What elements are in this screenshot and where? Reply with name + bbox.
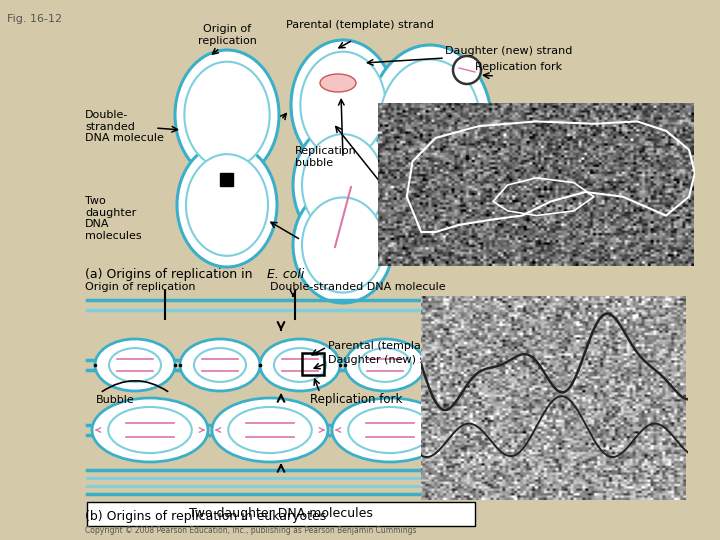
Text: Replication
bubble: Replication bubble: [295, 146, 356, 167]
Ellipse shape: [260, 339, 340, 391]
Ellipse shape: [293, 187, 393, 303]
Text: Parental (template) strand: Parental (template) strand: [286, 20, 434, 30]
Ellipse shape: [186, 154, 268, 256]
Ellipse shape: [300, 52, 386, 158]
Text: Two
daughter
DNA
molecules: Two daughter DNA molecules: [85, 196, 142, 241]
Ellipse shape: [92, 398, 208, 462]
Bar: [220, 173, 233, 186]
Ellipse shape: [302, 134, 384, 236]
Text: Daughter (new) strand: Daughter (new) strand: [328, 355, 455, 365]
Text: Two daughter DNA molecules: Two daughter DNA molecules: [189, 508, 373, 521]
Ellipse shape: [302, 198, 384, 293]
FancyArrowPatch shape: [102, 381, 168, 392]
Text: Double-stranded DNA molecule: Double-stranded DNA molecule: [270, 282, 446, 292]
Ellipse shape: [175, 50, 279, 180]
Text: Origin of
replication: Origin of replication: [197, 24, 256, 45]
Ellipse shape: [320, 74, 356, 92]
Text: Parental (template) strand: Parental (template) strand: [328, 341, 476, 351]
Bar: [87, 502, 475, 526]
Text: E. coli: E. coli: [267, 268, 305, 281]
Ellipse shape: [228, 407, 312, 453]
Text: Replication fork: Replication fork: [475, 62, 562, 72]
Text: (b) Origins of replication in eukaryotes: (b) Origins of replication in eukaryotes: [85, 510, 326, 523]
Ellipse shape: [194, 348, 246, 382]
Ellipse shape: [109, 348, 161, 382]
Text: 0.5 μm: 0.5 μm: [585, 142, 628, 152]
Ellipse shape: [108, 407, 192, 453]
Ellipse shape: [345, 339, 425, 391]
Ellipse shape: [359, 348, 411, 382]
Ellipse shape: [379, 59, 481, 191]
Text: Copyright © 2008 Pearson Education, Inc., publishing as Pearson Benjamin Cumming: Copyright © 2008 Pearson Education, Inc.…: [85, 526, 416, 535]
Ellipse shape: [453, 56, 481, 84]
Ellipse shape: [184, 62, 269, 168]
Text: Fig. 16-12: Fig. 16-12: [7, 14, 63, 24]
Ellipse shape: [180, 339, 260, 391]
Text: Bubble: Bubble: [96, 395, 135, 405]
Text: Origin of replication: Origin of replication: [85, 282, 196, 292]
Ellipse shape: [332, 398, 448, 462]
Text: Daughter (new) strand: Daughter (new) strand: [445, 46, 572, 56]
Ellipse shape: [368, 45, 492, 205]
Text: 0.25 μm: 0.25 μm: [543, 320, 594, 330]
Text: Replication fork: Replication fork: [310, 393, 402, 406]
Ellipse shape: [291, 40, 395, 170]
Bar: [302, 353, 324, 375]
Ellipse shape: [293, 123, 393, 247]
Text: (a) Origins of replication in: (a) Origins of replication in: [85, 268, 256, 281]
Ellipse shape: [177, 143, 277, 267]
Ellipse shape: [274, 348, 326, 382]
Text: Double-
stranded
DNA molecule: Double- stranded DNA molecule: [85, 110, 164, 143]
Ellipse shape: [348, 407, 432, 453]
Ellipse shape: [95, 339, 175, 391]
Ellipse shape: [212, 398, 328, 462]
